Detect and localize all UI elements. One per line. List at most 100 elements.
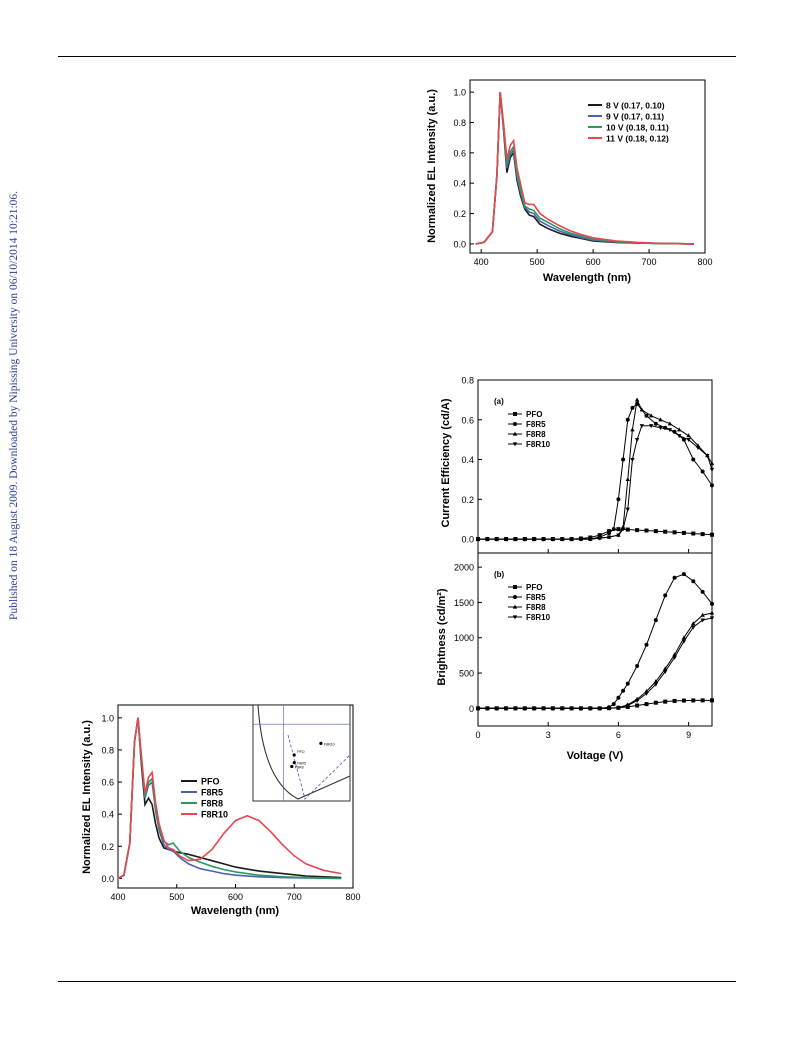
data-point	[611, 702, 616, 707]
data-point	[503, 537, 509, 542]
x-tick-label: 700	[287, 892, 302, 902]
data-point	[686, 433, 691, 438]
legend-label: PFO	[526, 410, 542, 419]
data-point	[648, 424, 654, 429]
data-point	[653, 682, 659, 687]
plot-area: 0.0 0.2 0.4 0.6 0.8 1.0 400 500 600 700 800 8 V (0.…	[453, 79, 713, 267]
data-point	[644, 691, 649, 696]
y-tick-label: 1500	[454, 598, 474, 608]
data-point	[616, 706, 621, 711]
data-point	[709, 616, 715, 621]
data-point	[700, 618, 705, 623]
data-point	[677, 434, 682, 439]
legend-label: F8R8	[526, 603, 546, 612]
data-point	[625, 477, 630, 482]
panel-label: (b)	[494, 570, 505, 579]
data-point	[616, 533, 621, 538]
legend-label: F8R5	[201, 788, 223, 798]
data-point	[691, 457, 696, 462]
data-point	[513, 537, 518, 542]
y-tick-label: 0	[469, 704, 474, 714]
data-point	[672, 530, 677, 535]
data-point	[522, 706, 527, 711]
data-point	[578, 706, 584, 711]
data-point	[644, 528, 649, 533]
data-point	[681, 572, 686, 577]
y-axis-label: Normalized EL Intensity (a.u.)	[426, 89, 438, 243]
data-point	[700, 589, 705, 594]
legend-label: F8R8	[201, 799, 223, 809]
y-tick-label: 0.4	[453, 179, 466, 189]
series-line	[478, 699, 712, 709]
data-point	[700, 698, 705, 703]
data-point	[616, 497, 621, 502]
data-point	[686, 438, 691, 443]
panel-label: (a)	[494, 397, 504, 406]
data-point	[630, 457, 635, 462]
data-point	[621, 688, 626, 693]
x-axis-label: Voltage (V)	[567, 750, 624, 762]
data-point	[672, 698, 677, 703]
data-point	[663, 593, 668, 598]
data-point	[691, 625, 696, 630]
data-point	[588, 706, 593, 711]
data-point	[625, 681, 630, 686]
data-point	[672, 575, 677, 580]
cie-point	[319, 741, 323, 745]
y-tick-label: 2000	[454, 563, 474, 573]
x-tick-label: 6	[616, 730, 621, 740]
data-point	[625, 703, 630, 708]
data-point	[560, 537, 565, 542]
data-point	[621, 457, 626, 462]
data-point	[531, 706, 537, 711]
legend-label: F8R5	[526, 593, 546, 602]
data-point	[681, 635, 687, 640]
legend-marker	[513, 595, 517, 599]
legend-label: 8 V (0.17, 0.10)	[606, 101, 665, 111]
data-point	[710, 698, 714, 703]
data-point	[691, 621, 696, 626]
legend-marker	[513, 422, 517, 426]
data-point	[588, 537, 593, 542]
cie-point	[290, 764, 294, 769]
legend-marker	[512, 431, 518, 436]
data-point	[691, 531, 696, 536]
y-tick-label: 0.8	[453, 118, 466, 128]
data-point	[653, 529, 658, 534]
data-point	[700, 532, 705, 537]
data-point	[639, 407, 644, 412]
data-point	[635, 528, 640, 533]
plot-frame	[477, 552, 713, 727]
data-point	[625, 527, 630, 532]
x-tick-label: 400	[474, 257, 489, 267]
data-point	[569, 537, 574, 542]
data-point	[710, 601, 714, 606]
series-line	[478, 617, 713, 709]
data-point	[611, 527, 616, 532]
x-tick-label: 800	[697, 257, 712, 267]
x-tick-label: 9	[686, 730, 691, 740]
legend-label: 10 V (0.18, 0.11)	[606, 123, 669, 133]
chart-voltage-el-spectra: 0.0 0.2 0.4 0.6 0.8 1.0 400 500 600 700 800 8 V (0.…	[426, 79, 713, 284]
legend-marker	[513, 585, 517, 589]
x-tick-label: 500	[169, 892, 184, 902]
data-point	[672, 655, 677, 660]
x-axis-label: Wavelength (nm)	[543, 272, 632, 284]
y-tick-label: 0.0	[101, 874, 114, 884]
data-point	[494, 706, 499, 711]
cie-point	[292, 753, 296, 757]
data-point	[653, 421, 658, 426]
cie-point-label: F8R5	[297, 762, 306, 766]
data-point	[710, 532, 714, 537]
data-point	[700, 612, 705, 617]
y-tick-label: 0.4	[101, 810, 114, 820]
legend-label: F8R10	[526, 440, 551, 449]
x-tick-label: 0	[475, 730, 480, 740]
data-point	[691, 698, 696, 703]
data-point	[606, 706, 612, 711]
y-tick-label: 0.2	[461, 495, 474, 505]
